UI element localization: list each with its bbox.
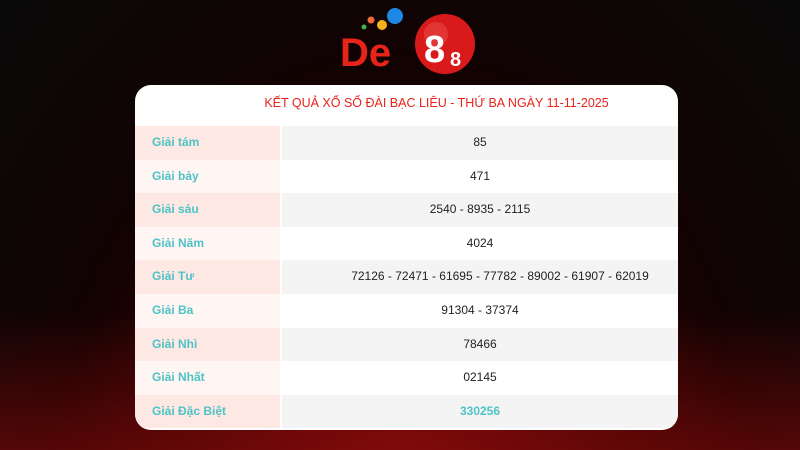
prize-label: Giải Đặc Biệt <box>135 394 280 429</box>
prize-value: 85 <box>282 126 678 160</box>
table-row: Giải Năm 4024 <box>135 226 678 261</box>
results-title: KẾT QUẢ XỔ SỐ ĐÀI BẠC LIÊU - THỨ BA NGÀY… <box>264 96 609 110</box>
svg-text:De: De <box>340 31 391 75</box>
table-row: Giải Đặc Biệt 330256 <box>135 394 678 429</box>
prize-label: Giải bảy <box>135 159 280 194</box>
special-prize-value: 330256 <box>282 394 678 429</box>
prize-label: Giải Tư <box>135 260 280 294</box>
results-table: Giải tám 85 Giải bảy 471 Giải sáu 2540 - 89… <box>135 126 678 429</box>
prize-value: 4024 <box>282 226 678 261</box>
prize-value: 78466 <box>282 327 678 362</box>
table-row: Giải Nhất 02145 <box>135 361 678 395</box>
prize-value: 02145 <box>282 361 678 395</box>
prize-label: Giải Ba <box>135 293 280 328</box>
table-row: Giải Tư 72126 - 72471 - 61695 - 77782 - 8… <box>135 260 678 294</box>
table-row: Giải Ba 91304 - 37374 <box>135 293 678 328</box>
prize-label: Giải Năm <box>135 226 280 261</box>
table-row: Giải Nhì 78466 <box>135 327 678 362</box>
prize-label: Giải tám <box>135 126 280 160</box>
svg-text:8: 8 <box>450 49 461 71</box>
table-row: Giải sáu 2540 - 8935 - 2115 <box>135 193 678 227</box>
prize-label: Giải Nhất <box>135 361 280 395</box>
prize-value: 2540 - 8935 - 2115 <box>282 193 678 227</box>
prize-label: Giải Nhì <box>135 327 280 362</box>
results-card: KẾT QUẢ XỔ SỐ ĐÀI BẠC LIÊU - THỨ BA NGÀY… <box>135 85 678 430</box>
table-row: Giải bảy 471 <box>135 159 678 194</box>
table-row: Giải tám 85 <box>135 126 678 160</box>
prize-value: 72126 - 72471 - 61695 - 77782 - 89002 - … <box>282 260 678 294</box>
svg-text:8: 8 <box>424 29 445 71</box>
prize-value: 91304 - 37374 <box>282 293 678 328</box>
prize-value: 471 <box>282 159 678 194</box>
de88-logo: De 8 8 <box>340 8 475 75</box>
prize-label: Giải sáu <box>135 193 280 227</box>
